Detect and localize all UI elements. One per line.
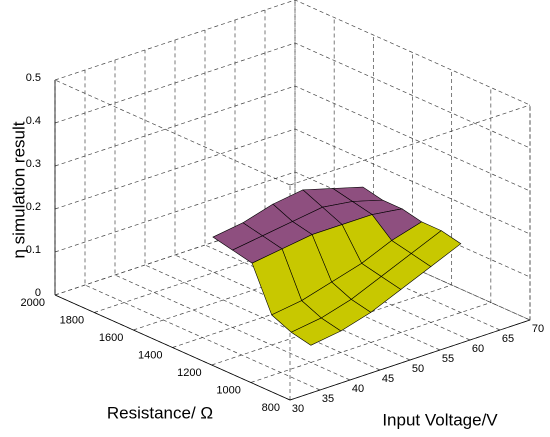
grid-line xyxy=(54,85,531,192)
x-tick-label: 45 xyxy=(382,373,394,385)
x-tick-label: 65 xyxy=(502,333,514,345)
z-tick-label: 0.5 xyxy=(26,72,41,84)
grid-line xyxy=(54,42,531,149)
y-tick-label: 1400 xyxy=(138,349,162,361)
y-tick-label: 1200 xyxy=(177,367,201,379)
z-tick-label: 0.4 xyxy=(26,115,41,127)
y-axis-label: Resistance/ Ω xyxy=(107,403,213,422)
x-tick-label: 55 xyxy=(442,353,454,365)
y-tick-label: 2000 xyxy=(21,297,45,309)
grid-line xyxy=(289,104,531,186)
z-axis-label: η simulation result xyxy=(9,121,28,258)
grid-line xyxy=(211,70,453,366)
x-tick-label: 50 xyxy=(412,363,424,375)
z-tick-label: 0 xyxy=(35,287,41,299)
grid-line xyxy=(54,79,291,186)
grid-line xyxy=(250,87,492,383)
grid-line xyxy=(264,10,501,331)
surface-face xyxy=(290,317,342,346)
z-tick-label: 0.1 xyxy=(26,244,41,256)
y-tick-label: 1000 xyxy=(216,384,240,396)
y-tick-label: 1800 xyxy=(60,314,84,326)
z-tick-label: 0.3 xyxy=(26,158,41,170)
z-tick-label: 0.2 xyxy=(26,201,41,213)
y-axis xyxy=(54,294,291,401)
x-tick-label: 60 xyxy=(472,343,484,355)
x-tick-label: 70 xyxy=(532,323,544,335)
x-axis-label: Input Voltage/V xyxy=(382,410,498,429)
grid-line xyxy=(54,128,531,235)
x-tick-label: 35 xyxy=(322,393,334,405)
x-axis xyxy=(289,319,531,401)
y-tick-label: 1600 xyxy=(99,332,123,344)
grid-line xyxy=(54,0,531,106)
grid-line xyxy=(54,171,531,278)
x-tick-label: 30 xyxy=(292,403,304,415)
y-tick-label: 800 xyxy=(262,402,280,414)
x-tick-label: 40 xyxy=(352,383,364,395)
